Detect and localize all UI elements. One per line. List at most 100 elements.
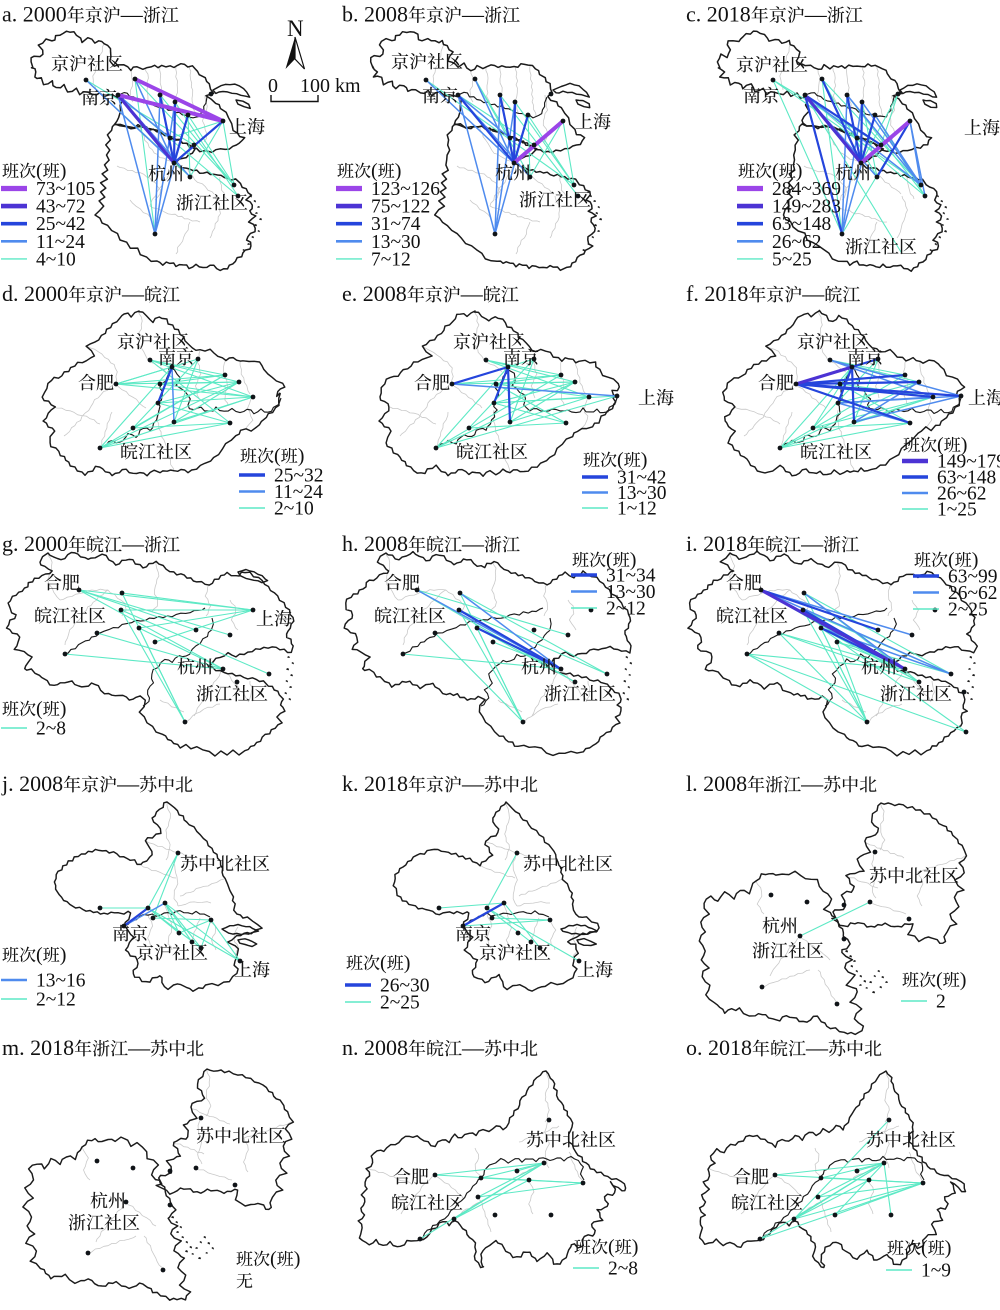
svg-text:(: (	[772, 160, 779, 182]
svg-text:1~9: 1~9	[921, 1261, 951, 1282]
svg-text:149~179: 149~179	[937, 452, 1000, 473]
svg-text:31~42: 31~42	[617, 468, 667, 489]
svg-text:11~24: 11~24	[36, 232, 85, 253]
svg-text:63~99: 63~99	[948, 567, 998, 588]
svg-text:2~8: 2~8	[608, 1259, 638, 1280]
svg-text:h. 2008: h. 2008	[342, 531, 408, 556]
svg-text:0: 0	[268, 75, 278, 97]
svg-text:26~62: 26~62	[772, 232, 822, 253]
svg-text:—: —	[800, 771, 824, 796]
svg-text:a. 2000: a. 2000	[2, 2, 67, 27]
svg-text:2~8: 2~8	[36, 719, 66, 740]
svg-text:): )	[294, 1248, 301, 1270]
svg-text:2~12: 2~12	[36, 990, 76, 1011]
svg-text:5~25: 5~25	[772, 249, 812, 270]
svg-text:m. 2018: m. 2018	[2, 1035, 74, 1060]
svg-text:): )	[60, 160, 67, 182]
svg-text:d. 2000: d. 2000	[2, 281, 68, 306]
svg-text:43~72: 43~72	[36, 197, 86, 218]
svg-text:149~283: 149~283	[772, 197, 841, 218]
svg-text:i. 2018: i. 2018	[686, 531, 747, 556]
svg-text:—: —	[804, 2, 828, 27]
svg-text:): )	[632, 1236, 639, 1258]
svg-text:—: —	[120, 2, 144, 27]
svg-text:e. 2008: e. 2008	[342, 281, 407, 306]
svg-text:n. 2008: n. 2008	[342, 1035, 408, 1060]
svg-text:73~105: 73~105	[36, 179, 95, 200]
svg-text:): )	[404, 952, 411, 974]
svg-text:2~10: 2~10	[274, 499, 314, 520]
svg-text:(: (	[606, 549, 613, 571]
svg-text:—: —	[116, 771, 140, 796]
svg-text:(: (	[274, 445, 281, 467]
svg-text:): )	[298, 445, 305, 467]
svg-text:—: —	[801, 281, 825, 306]
svg-text:): )	[60, 698, 67, 720]
svg-text:13~30: 13~30	[606, 582, 656, 603]
svg-text:(: (	[36, 944, 43, 966]
svg-text:(: (	[937, 434, 944, 456]
svg-text:26~62: 26~62	[948, 583, 998, 604]
svg-text:(: (	[36, 698, 43, 720]
svg-text:123~126: 123~126	[371, 179, 440, 200]
svg-text:2~12: 2~12	[606, 599, 646, 620]
svg-text:1~12: 1~12	[617, 499, 657, 520]
svg-text:(: (	[948, 549, 955, 571]
svg-text:13~30: 13~30	[617, 483, 667, 504]
svg-text:(: (	[921, 1237, 928, 1259]
svg-text:): )	[630, 549, 637, 571]
svg-text:): )	[395, 160, 402, 182]
svg-text:N: N	[287, 16, 304, 41]
svg-text:—: —	[127, 1035, 151, 1060]
svg-text:—: —	[461, 771, 485, 796]
svg-text:1~25: 1~25	[937, 500, 977, 521]
svg-text:(: (	[380, 952, 387, 974]
svg-text:g. 2000: g. 2000	[2, 531, 68, 556]
svg-text:): )	[641, 449, 648, 471]
svg-text:): )	[945, 1237, 952, 1259]
svg-text:13~16: 13~16	[36, 971, 86, 992]
svg-text:7~12: 7~12	[371, 249, 411, 270]
svg-text:(: (	[608, 1236, 615, 1258]
svg-text:(: (	[270, 1248, 277, 1270]
svg-text:—: —	[460, 281, 484, 306]
svg-text:63~148: 63~148	[772, 214, 831, 235]
svg-text:(: (	[371, 160, 378, 182]
svg-text:284~369: 284~369	[772, 179, 841, 200]
svg-text:): )	[60, 944, 67, 966]
svg-text:75~122: 75~122	[371, 197, 430, 218]
svg-text:13~30: 13~30	[371, 232, 421, 253]
svg-text:(: (	[617, 449, 624, 471]
svg-text:2~25: 2~25	[380, 993, 420, 1014]
svg-text:): )	[796, 160, 803, 182]
svg-text:31~74: 31~74	[371, 214, 421, 235]
svg-text:26~30: 26~30	[380, 976, 430, 997]
svg-text:): )	[960, 969, 967, 991]
svg-text:f. 2018: f. 2018	[686, 281, 748, 306]
svg-text:(: (	[936, 969, 943, 991]
svg-text:63~148: 63~148	[937, 468, 996, 489]
svg-text:j. 2008: j. 2008	[1, 771, 63, 796]
svg-text:2: 2	[936, 992, 946, 1013]
svg-text:): )	[961, 434, 968, 456]
svg-text:25~32: 25~32	[274, 466, 324, 487]
svg-text:—: —	[121, 531, 145, 556]
svg-text:l. 2008: l. 2008	[686, 771, 747, 796]
svg-text:—: —	[800, 531, 824, 556]
svg-text:—: —	[461, 1035, 485, 1060]
svg-text:—: —	[461, 531, 485, 556]
svg-text:b. 2008: b. 2008	[342, 2, 408, 27]
svg-text:—: —	[805, 1035, 829, 1060]
svg-text:o. 2018: o. 2018	[686, 1035, 752, 1060]
svg-text:31~34: 31~34	[606, 566, 656, 587]
svg-text:—: —	[121, 281, 145, 306]
svg-text:100 km: 100 km	[300, 75, 361, 97]
svg-text:4~10: 4~10	[36, 249, 76, 270]
svg-text:—: —	[461, 2, 485, 27]
svg-text:): )	[972, 549, 979, 571]
svg-text:2~25: 2~25	[948, 600, 988, 621]
svg-text:(: (	[36, 160, 43, 182]
svg-text:25~42: 25~42	[36, 214, 86, 235]
svg-text:26~62: 26~62	[937, 484, 987, 505]
svg-text:11~24: 11~24	[274, 482, 323, 503]
